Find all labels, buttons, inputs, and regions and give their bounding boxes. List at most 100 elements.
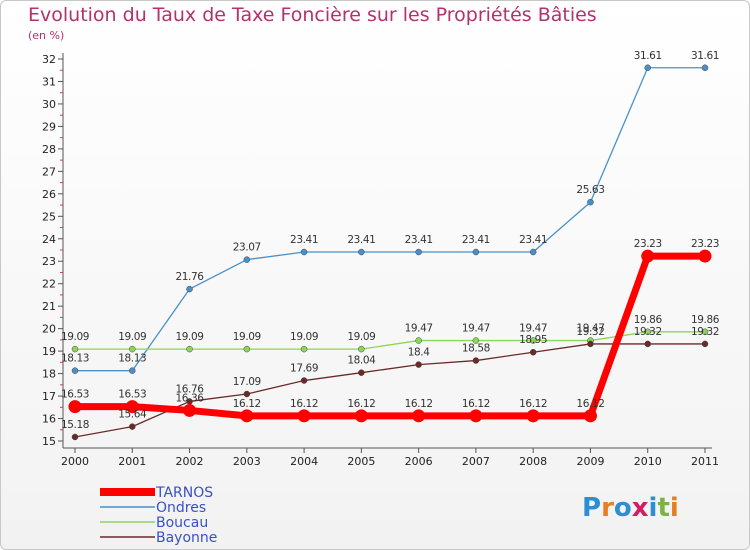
y-tick-label: 19 — [42, 345, 56, 358]
point-bayonne-2010 — [644, 340, 651, 348]
point-bayonne-2007 — [472, 357, 480, 364]
data-label-tarnos-2003: 16.12 — [233, 398, 261, 410]
y-tick-label: 16 — [42, 413, 56, 426]
y-tick-label: 26 — [42, 188, 56, 201]
point-bayonne-2006 — [415, 361, 422, 368]
logo-letter: r — [601, 493, 614, 523]
data-label-boucau-2005: 19.09 — [347, 331, 375, 343]
data-label-bayonne-2008: 18.95 — [519, 334, 547, 346]
series-line-ondres — [75, 67, 705, 372]
y-tick-label: 30 — [42, 98, 56, 111]
point-ondres-2000 — [71, 367, 79, 374]
logo-letter: t — [657, 493, 669, 523]
data-label-bayonne-2001: 15.64 — [118, 409, 147, 421]
data-label-bayonne-2003: 17.09 — [233, 376, 261, 388]
data-label-ondres-2006: 23.41 — [405, 234, 433, 246]
point-tarnos-2001 — [125, 400, 139, 414]
logo-letter: i — [670, 493, 679, 523]
data-label-boucau-2001: 19.09 — [118, 331, 146, 343]
data-label-ondres-2000: 18.13 — [61, 353, 89, 365]
legend-label-ondres: Ondres — [156, 500, 206, 516]
point-bayonne-2009 — [587, 340, 594, 348]
point-boucau-2008 — [529, 337, 537, 344]
data-label-ondres-2010: 31.61 — [634, 50, 662, 62]
y-tick-label: 28 — [42, 143, 56, 156]
point-tarnos-2003 — [240, 409, 254, 423]
data-label-bayonne-2002: 16.76 — [176, 383, 205, 395]
logo-letter: i — [649, 493, 658, 523]
data-label-bayonne-2007: 18.58 — [462, 343, 490, 355]
y-tick-label: 20 — [42, 323, 56, 336]
x-tick-label: 2006 — [405, 455, 433, 468]
point-tarnos-2002 — [183, 403, 197, 417]
data-label-boucau-2010: 19.86 — [634, 314, 663, 326]
data-label-bayonne-2004: 17.69 — [290, 363, 318, 375]
y-tick-label: 24 — [42, 233, 56, 246]
point-boucau-2001 — [129, 345, 136, 353]
y-tick-label: 32 — [42, 53, 56, 66]
data-label-tarnos-2006: 16.12 — [405, 398, 433, 410]
y-axis-unit: (en %) — [28, 29, 65, 42]
data-label-ondres-2008: 23.41 — [519, 234, 547, 246]
data-label-ondres-2011: 31.61 — [691, 50, 719, 62]
x-tick-label: 2002 — [176, 455, 204, 468]
point-tarnos-2008 — [526, 409, 540, 423]
data-label-tarnos-2008: 16.12 — [519, 398, 547, 410]
point-ondres-2002 — [186, 285, 193, 293]
point-boucau-2006 — [415, 337, 422, 344]
data-label-ondres-2007: 23.41 — [462, 234, 490, 246]
x-tick-label: 2010 — [634, 455, 662, 468]
point-boucau-2005 — [358, 345, 365, 353]
point-ondres-2001 — [129, 367, 136, 374]
y-tick-label: 22 — [42, 278, 56, 291]
x-tick-label: 2008 — [519, 455, 547, 468]
data-label-ondres-2005: 23.41 — [347, 234, 375, 246]
data-label-bayonne-2005: 18.04 — [347, 355, 376, 367]
data-label-boucau-2006: 19.47 — [405, 323, 433, 335]
x-tick-label: 2004 — [290, 455, 318, 468]
point-boucau-2004 — [300, 345, 308, 353]
point-boucau-2010 — [644, 328, 651, 336]
data-label-tarnos-2005: 16.12 — [347, 398, 375, 410]
y-tick-label: 15 — [42, 435, 56, 448]
point-boucau-2011 — [701, 328, 709, 336]
data-label-tarnos-2009: 16.12 — [576, 398, 604, 410]
data-label-tarnos-2001: 16.53 — [118, 389, 146, 401]
point-boucau-2002 — [186, 345, 193, 353]
point-ondres-2006 — [415, 248, 422, 256]
point-tarnos-2005 — [354, 409, 368, 423]
data-label-boucau-2000: 19.09 — [61, 331, 89, 343]
point-tarnos-2007 — [469, 409, 483, 423]
y-tick-label: 25 — [42, 210, 56, 223]
data-label-boucau-2004: 19.09 — [290, 331, 318, 343]
x-tick-label: 2001 — [118, 455, 146, 468]
point-ondres-2008 — [529, 248, 537, 256]
point-tarnos-2000 — [68, 400, 82, 414]
point-boucau-2007 — [472, 337, 480, 344]
logo-letter: o — [614, 493, 632, 523]
data-label-bayonne-2006: 18.4 — [408, 347, 430, 359]
data-label-bayonne-2010: 19.32 — [634, 326, 662, 338]
data-label-tarnos-2002: 16.36 — [176, 392, 205, 404]
point-ondres-2010 — [644, 64, 651, 72]
y-tick-label: 23 — [42, 255, 56, 268]
point-boucau-2003 — [243, 345, 251, 353]
y-tick-label: 29 — [42, 120, 56, 133]
data-label-boucau-2009: 19.47 — [576, 323, 604, 335]
data-label-bayonne-2011: 19.32 — [691, 326, 719, 338]
point-bayonne-2011 — [701, 340, 709, 348]
x-tick-label: 2003 — [233, 455, 261, 468]
point-tarnos-2011 — [698, 249, 712, 263]
point-ondres-2005 — [358, 248, 365, 256]
chart-title: Evolution du Taux de Taxe Foncière sur l… — [28, 4, 597, 26]
data-label-ondres-2001: 18.13 — [118, 353, 146, 365]
data-label-boucau-2011: 19.86 — [691, 314, 720, 326]
point-bayonne-2001 — [129, 423, 136, 430]
data-label-ondres-2009: 25.63 — [576, 184, 604, 196]
point-ondres-2007 — [472, 248, 480, 256]
point-tarnos-2009 — [583, 409, 597, 423]
point-bayonne-2005 — [358, 369, 365, 376]
point-ondres-2003 — [243, 256, 251, 263]
data-label-boucau-2003: 19.09 — [233, 331, 261, 343]
